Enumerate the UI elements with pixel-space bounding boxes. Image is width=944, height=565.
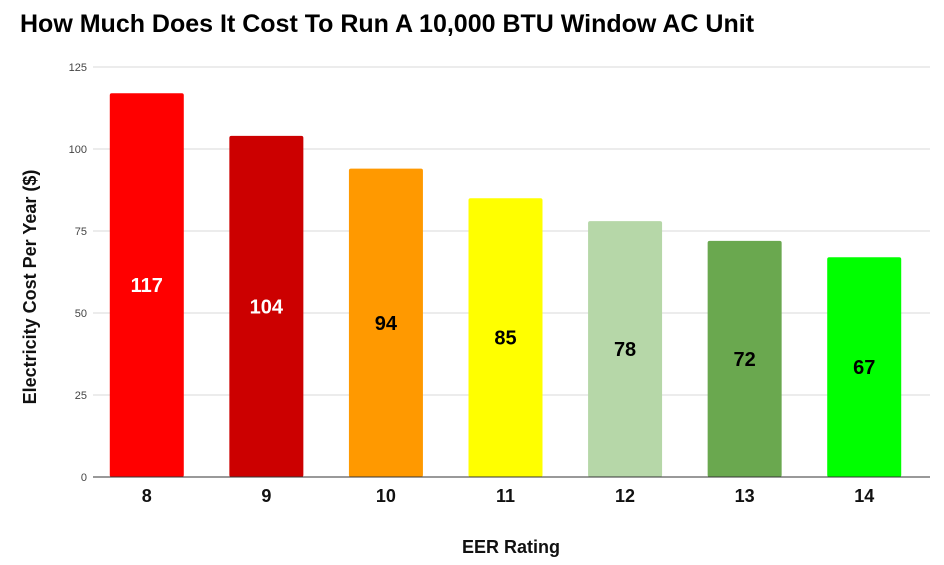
chart-title: How Much Does It Cost To Run A 10,000 BT… [20, 10, 755, 38]
y-axis-ticks: 0 25 50 75 100 125 [69, 62, 87, 484]
y-tick-label: 50 [75, 308, 87, 320]
bar [468, 198, 543, 477]
bar [109, 93, 184, 478]
x-axis-title: EER Rating [462, 537, 560, 557]
bar-data-labels: 117 104 94 85 78 72 67 [131, 275, 876, 379]
x-tick-label: 13 [735, 486, 755, 506]
bar [827, 257, 902, 477]
bar-data-label: 94 [375, 313, 398, 335]
y-tick-label: 100 [69, 144, 87, 156]
x-tick-label: 11 [496, 486, 515, 506]
x-tick-label: 12 [615, 486, 635, 506]
x-axis-ticks: 8 9 10 11 12 13 14 [142, 486, 874, 506]
bar [707, 240, 782, 477]
x-tick-label: 8 [142, 486, 152, 506]
x-tick-label: 14 [854, 486, 874, 506]
y-tick-label: 75 [75, 226, 87, 238]
bar [229, 135, 304, 477]
bar-data-label: 85 [494, 328, 516, 350]
bar-data-label: 72 [734, 349, 756, 371]
y-tick-label: 125 [69, 62, 87, 74]
y-tick-label: 0 [81, 472, 87, 484]
x-tick-label: 9 [261, 486, 271, 506]
bar-data-label: 104 [250, 296, 284, 318]
bar-data-label: 78 [614, 339, 636, 361]
bars [109, 93, 902, 478]
y-axis-title: Electricity Cost Per Year ($) [20, 170, 40, 405]
bar [588, 221, 663, 477]
bar-data-label: 67 [853, 357, 875, 379]
bar [348, 168, 423, 477]
x-tick-label: 10 [376, 486, 396, 506]
bar-data-label: 117 [131, 275, 163, 297]
y-tick-label: 25 [75, 390, 87, 402]
